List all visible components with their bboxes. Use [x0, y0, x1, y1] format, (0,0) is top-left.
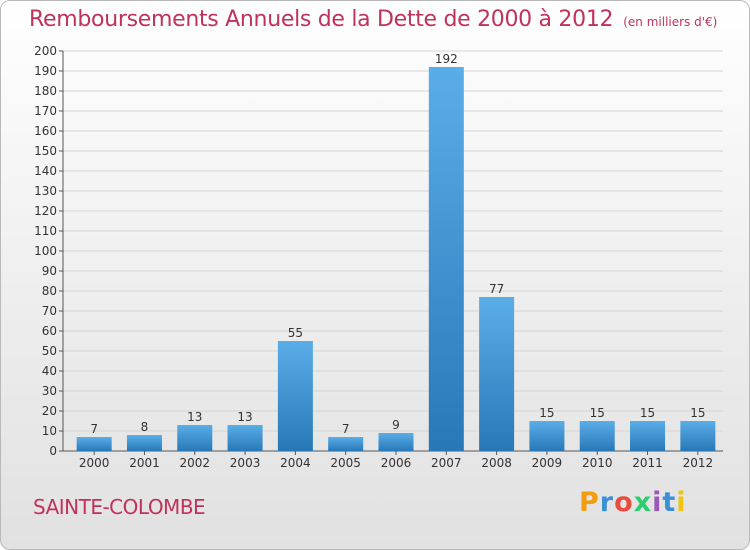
y-tick-label: 130 — [34, 184, 57, 198]
y-tick-label: 120 — [34, 204, 57, 218]
logo-letter: r — [599, 487, 615, 518]
data-label: 77 — [489, 282, 504, 296]
y-tick-label: 40 — [42, 364, 57, 378]
bar — [227, 425, 263, 451]
y-tick-label: 140 — [34, 164, 57, 178]
y-tick-label: 10 — [42, 424, 57, 438]
chart-title-text: Remboursements Annuels de la Dette de 20… — [29, 7, 614, 32]
y-tick-label: 150 — [34, 144, 57, 158]
data-label: 7 — [342, 422, 350, 436]
bar — [479, 297, 515, 451]
bar — [579, 421, 615, 451]
y-tick-label: 180 — [34, 84, 57, 98]
bar — [177, 425, 213, 451]
bar — [76, 437, 112, 451]
y-tick-label: 70 — [42, 304, 57, 318]
y-tick-label: 190 — [34, 64, 57, 78]
y-tick-label: 170 — [34, 104, 57, 118]
data-label: 13 — [237, 410, 252, 424]
logo-letter: t — [662, 487, 677, 518]
y-tick-label: 60 — [42, 324, 57, 338]
x-tick-label: 2003 — [230, 456, 261, 470]
logo-letter: o — [614, 487, 634, 518]
data-label: 15 — [690, 406, 705, 420]
logo-letter: i — [652, 487, 663, 518]
data-label: 55 — [288, 326, 303, 340]
bar — [428, 67, 464, 451]
y-tick-label: 0 — [49, 444, 57, 458]
x-tick-label: 2012 — [683, 456, 714, 470]
bar — [529, 421, 565, 451]
bars — [76, 67, 716, 451]
x-tick-label: 2002 — [179, 456, 210, 470]
data-label: 13 — [187, 410, 202, 424]
y-tick-label: 110 — [34, 224, 57, 238]
x-tick-label: 2008 — [481, 456, 512, 470]
logo-letter: P — [579, 487, 600, 518]
x-tick-label: 2006 — [381, 456, 412, 470]
x-tick-label: 2001 — [129, 456, 160, 470]
data-label: 15 — [590, 406, 605, 420]
bar — [630, 421, 666, 451]
bar — [277, 341, 313, 451]
proxiti-logo[interactable]: Proxiti — [579, 487, 687, 518]
x-tick-label: 2011 — [632, 456, 663, 470]
labels: 2000 7 2001 8 2002 13 2003 13 2004 55 2005 7 2006 9 20… — [79, 52, 713, 470]
bar — [680, 421, 716, 451]
data-label: 9 — [392, 418, 400, 432]
data-label: 192 — [435, 52, 458, 66]
y-tick-label: 20 — [42, 404, 57, 418]
data-label: 15 — [640, 406, 655, 420]
y-tick-label: 100 — [34, 244, 57, 258]
y-tick-label: 30 — [42, 384, 57, 398]
bar — [328, 437, 364, 451]
data-label: 7 — [90, 422, 98, 436]
chart-title: Remboursements Annuels de la Dette de 20… — [29, 7, 717, 32]
y-tick-label: 50 — [42, 344, 57, 358]
grid — [63, 50, 723, 432]
y-tick-label: 90 — [42, 264, 57, 278]
x-tick-label: 2000 — [79, 456, 110, 470]
x-tick-label: 2010 — [582, 456, 613, 470]
x-tick-label: 2004 — [280, 456, 311, 470]
logo-letter: i — [676, 487, 687, 518]
data-label: 15 — [539, 406, 554, 420]
x-tick-label: 2005 — [330, 456, 361, 470]
data-label: 8 — [141, 420, 149, 434]
bar — [378, 433, 414, 451]
y-tick-label: 80 — [42, 284, 57, 298]
bar — [126, 435, 162, 451]
y-tick-label: 160 — [34, 124, 57, 138]
town-name: SAINTE-COLOMBE — [33, 495, 206, 519]
x-tick-label: 2007 — [431, 456, 462, 470]
chart-subtitle: (en milliers d'€) — [623, 15, 718, 29]
y-tick-label: 200 — [34, 44, 57, 58]
logo-letter: x — [633, 487, 653, 518]
x-tick-label: 2009 — [532, 456, 563, 470]
